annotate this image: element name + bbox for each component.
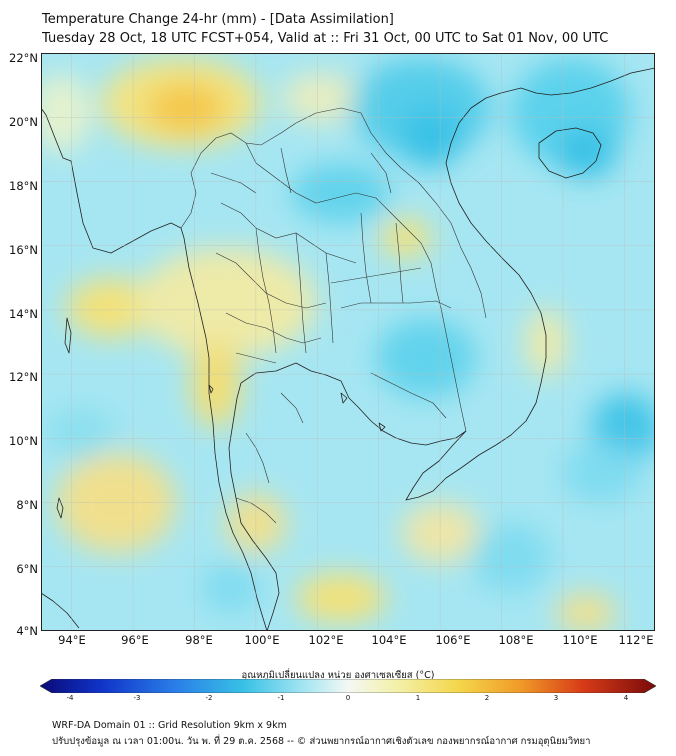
colorbar-tick: -4	[66, 694, 74, 702]
map-title: Temperature Change 24-hr (mm) - [Data As…	[42, 12, 394, 27]
lon-label: 100°E	[244, 633, 280, 647]
colorbar-tick: 2	[484, 694, 490, 702]
map-subtitle: Tuesday 28 Oct, 18 UTC FCST+054, Valid a…	[42, 31, 609, 46]
colorbar-tick: -1	[277, 694, 285, 702]
map-frame	[41, 53, 655, 631]
lat-label: 10°N	[9, 434, 38, 448]
lon-label: 106°E	[435, 633, 471, 647]
colorbar-label: อุณหภูมิเปลี่ยนแปลง หน่วย องศาเซลเซียส (…	[241, 670, 435, 681]
lat-label: 4°N	[16, 624, 38, 638]
footer-update-info: ปรับปรุงข้อมูล ณ เวลา 01:00น. วัน พ. ที่…	[52, 736, 591, 747]
lat-label: 16°N	[9, 243, 38, 257]
lat-label: 12°N	[9, 370, 38, 384]
lat-label: 14°N	[9, 307, 38, 321]
map-gridlines	[41, 53, 655, 631]
colorbar-tick: 3	[553, 694, 559, 702]
lon-label: 108°E	[498, 633, 534, 647]
lat-label: 8°N	[16, 498, 38, 512]
lat-label: 6°N	[16, 562, 38, 576]
colorbar-tick: 0	[345, 694, 351, 702]
lon-label: 104°E	[371, 633, 407, 647]
coastlines	[41, 67, 655, 631]
colorbar	[40, 679, 656, 693]
lon-label: 98°E	[185, 633, 213, 647]
lon-label: 94°E	[58, 633, 86, 647]
lat-label: 20°N	[9, 115, 38, 129]
lon-label: 110°E	[562, 633, 598, 647]
colorbar-tick: 1	[415, 694, 421, 702]
colorbar-tick: 4	[623, 694, 629, 702]
lon-label: 96°E	[121, 633, 149, 647]
lat-label: 18°N	[9, 179, 38, 193]
lon-label: 102°E	[308, 633, 344, 647]
colorbar-tick: -2	[205, 694, 213, 702]
colorbar-tick: -3	[133, 694, 141, 702]
lat-label: 22°N	[9, 51, 38, 65]
lon-label: 112°E	[618, 633, 654, 647]
temperature-change-map	[41, 53, 655, 631]
footer-domain-info: WRF-DA Domain 01 :: Grid Resolution 9km …	[52, 720, 287, 731]
